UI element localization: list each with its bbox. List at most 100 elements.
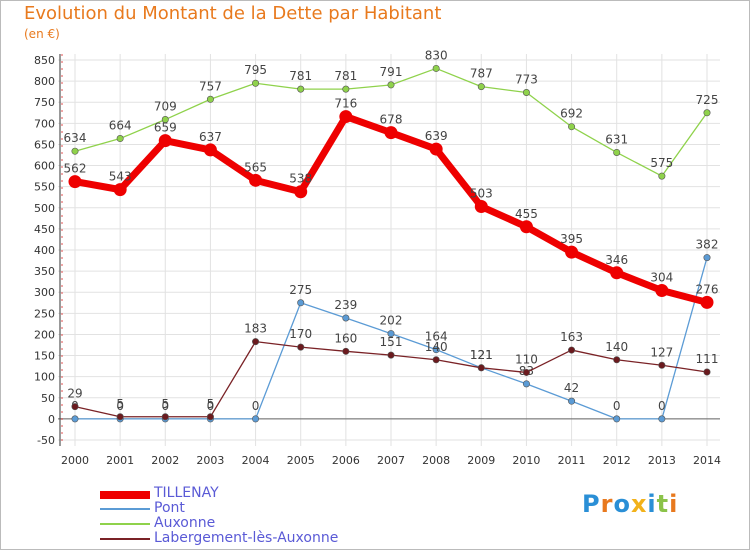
data-label-tillenay: 538 [289, 172, 312, 186]
data-label-tillenay: 395 [560, 232, 583, 246]
data-label-labergement: 5 [207, 397, 215, 411]
data-label-tillenay: 678 [380, 113, 403, 127]
y-tick-label: 400 [34, 244, 55, 257]
data-label-auxonne: 795 [244, 63, 267, 77]
data-point-pont [297, 299, 305, 307]
data-point-labergement [568, 346, 576, 354]
data-label-pont: 0 [252, 399, 260, 413]
data-label-tillenay: 503 [470, 187, 493, 201]
data-label-tillenay: 276 [696, 282, 719, 296]
data-label-pont: 202 [380, 314, 403, 328]
y-tick-label: 150 [34, 350, 55, 363]
data-point-tillenay [700, 295, 714, 309]
legend-item-auxonne: Auxonne [100, 515, 360, 532]
legend-swatch-tillenay [100, 491, 150, 499]
x-tick-label: 2001 [106, 454, 134, 467]
data-point-labergement [71, 403, 79, 411]
y-tick-label: 350 [34, 265, 55, 278]
data-point-pont [387, 330, 395, 338]
data-label-labergement: 29 [67, 387, 82, 401]
chart-title: Evolution du Montant de la Dette par Hab… [24, 3, 442, 24]
legend-label-pont: Pont [154, 500, 185, 516]
data-label-pont: 42 [564, 381, 579, 395]
data-point-pont [613, 415, 621, 423]
data-label-tillenay: 639 [425, 129, 448, 143]
y-tick-label: 650 [34, 138, 55, 151]
y-tick-label: 700 [34, 117, 55, 130]
data-label-tillenay: 716 [334, 97, 357, 111]
logo-letter: i [647, 490, 657, 518]
data-point-tillenay [610, 266, 624, 280]
legend-label-auxonne: Auxonne [154, 515, 216, 531]
data-point-tillenay [113, 183, 127, 197]
data-point-pont [432, 346, 440, 354]
data-point-auxonne [116, 135, 124, 143]
legend-swatch-auxonne [100, 523, 150, 525]
data-point-auxonne [703, 109, 711, 117]
y-tick-label: 0 [48, 413, 55, 426]
x-tick-label: 2012 [603, 454, 631, 467]
data-point-pont [568, 397, 576, 405]
data-point-auxonne [206, 95, 214, 103]
data-label-labergement: 127 [650, 345, 673, 359]
data-point-auxonne [161, 116, 169, 124]
data-label-auxonne: 725 [696, 93, 719, 107]
data-label-tillenay: 659 [154, 121, 177, 135]
data-label-auxonne: 757 [199, 79, 222, 93]
data-label-auxonne: 575 [650, 156, 673, 170]
logo-letter: r [600, 490, 614, 518]
x-tick-label: 2009 [467, 454, 495, 467]
y-tick-label: 50 [41, 392, 55, 405]
y-tick-label: 850 [34, 54, 55, 67]
legend-item-labergement: Labergement-lès-Auxonne [100, 530, 360, 547]
y-tick-label: -50 [37, 434, 55, 447]
data-label-pont: 0 [207, 399, 215, 413]
data-point-tillenay [655, 284, 669, 298]
x-tick-label: 2013 [648, 454, 676, 467]
logo-letter: x [630, 490, 648, 518]
data-point-labergement [703, 368, 711, 376]
data-point-labergement [522, 368, 530, 376]
x-tick-label: 2014 [693, 454, 721, 467]
proxiti-logo: Proxiti [582, 490, 678, 518]
data-point-labergement [477, 364, 485, 372]
data-label-tillenay: 346 [605, 253, 628, 267]
data-point-labergement [387, 351, 395, 359]
y-tick-label: 100 [34, 371, 55, 384]
y-tick-label: 300 [34, 286, 55, 299]
x-tick-label: 2008 [422, 454, 450, 467]
legend-swatch-pont [100, 508, 150, 510]
x-tick-label: 2010 [512, 454, 540, 467]
data-label-pont: 0 [116, 399, 124, 413]
data-point-tillenay [339, 110, 353, 124]
y-tick-label: 600 [34, 160, 55, 173]
data-label-pont: 164 [425, 330, 448, 344]
data-label-tillenay: 637 [199, 130, 222, 144]
data-label-pont: 239 [334, 298, 357, 312]
data-point-pont [658, 415, 666, 423]
data-label-pont: 382 [696, 238, 719, 252]
data-label-auxonne: 781 [334, 69, 357, 83]
data-point-labergement [116, 413, 124, 421]
data-label-auxonne: 709 [154, 100, 177, 114]
data-label-tillenay: 543 [109, 170, 132, 184]
data-label-pont: 275 [289, 283, 312, 297]
data-label-labergement: 170 [289, 327, 312, 341]
data-point-tillenay [158, 134, 172, 148]
data-label-pont: 121 [470, 348, 493, 362]
data-label-tillenay: 455 [515, 207, 538, 221]
x-tick-label: 2004 [242, 454, 270, 467]
data-label-auxonne: 773 [515, 73, 538, 87]
data-point-labergement [432, 356, 440, 364]
data-label-auxonne: 634 [64, 131, 87, 145]
data-label-pont: 0 [613, 399, 621, 413]
x-tick-label: 2006 [332, 454, 360, 467]
data-point-pont [71, 415, 79, 423]
data-label-labergement: 121 [470, 348, 493, 362]
data-point-labergement [613, 356, 621, 364]
data-point-labergement [658, 361, 666, 369]
data-point-auxonne [568, 123, 576, 131]
data-point-pont [252, 415, 260, 423]
y-tick-label: 750 [34, 96, 55, 109]
data-label-auxonne: 631 [605, 132, 628, 146]
